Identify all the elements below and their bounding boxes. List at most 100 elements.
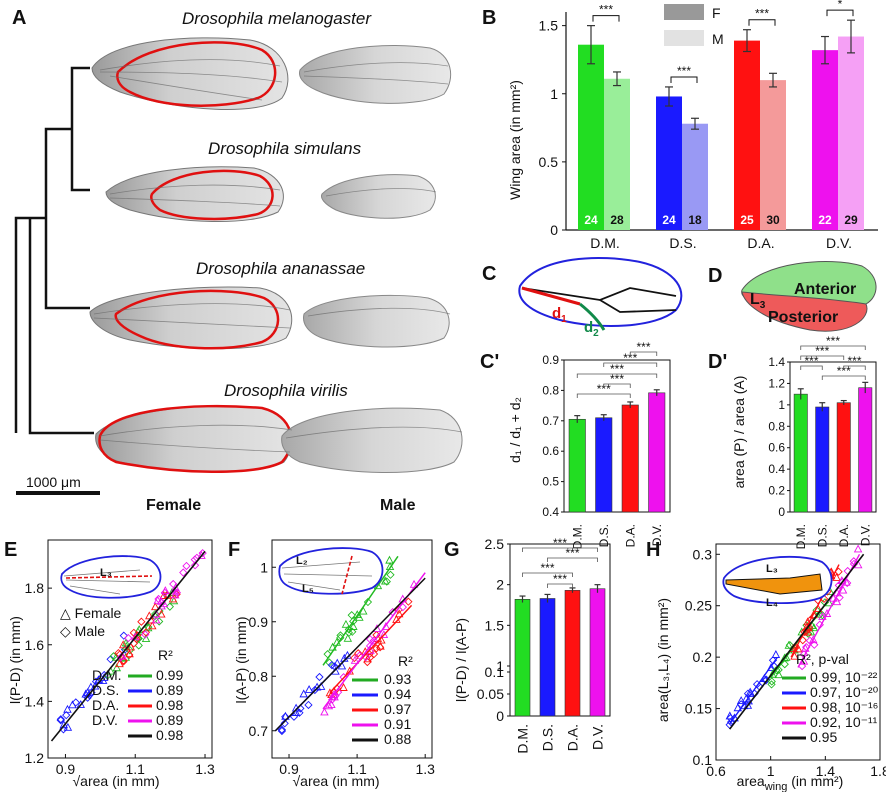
c-sig-bracket [603,362,658,367]
g-ytick-label: 0.05 [477,686,504,702]
d-sig-bracket [843,365,866,370]
f-point [327,700,336,709]
wing-female-ananassae [89,286,293,350]
b-n-label: 25 [740,213,754,227]
panel-a: A Drosophila melanogaster Drosophila sim… [12,7,463,514]
h-frame [715,543,881,761]
wing-male-simulans [321,174,436,219]
f-legend-r2-value: 0.88 [384,731,411,747]
panel-label-d-prime: D' [708,351,727,373]
inset-h-wing: L₃ L₄ [722,555,833,609]
f-point [315,672,324,682]
f-point [404,597,413,606]
b-category-label: D.A. [747,235,774,251]
f-point [363,597,373,607]
c-sig-label: *** [623,351,637,365]
g-category-label: D.S. [540,724,556,751]
b-category-label: D.V. [826,235,852,251]
e-point [141,628,151,637]
legend-swatch-f [664,4,704,20]
e-legend-series-name: D.V. [92,712,118,728]
f-legend-r2-value: 0.94 [384,686,411,702]
e-point [119,631,128,640]
b-n-label: 29 [844,213,858,227]
c-sig-bracket [576,393,631,398]
chart-pd-length: 1.2 1.4 1.6 1.8 0.9 1.1 1.3 D.M. 0.99 D.S. 0.89 D.A… [25,539,215,777]
chart-h-legend-title: R², p-val [796,651,849,667]
c-bar-0 [568,418,586,513]
g-ytick-label: 2.5 [485,536,505,552]
f-point [350,655,360,664]
g-sig-bracket [522,572,573,577]
chart-e-ylabel: l(P-D) (in mm) [7,616,23,704]
e-legend-r2-value: 0.99 [156,667,183,683]
d2-segment [579,302,606,331]
d-sig-label: *** [847,354,861,368]
e-point [171,590,180,599]
legend-label-m: M [712,31,724,47]
b-ytick-label: 1.5 [539,18,559,34]
inset-f-wing: L₂ L₅ [278,547,384,595]
h-point [771,650,781,658]
e-legend-series-name: D.A. [92,697,119,713]
chart-wing-area: 00.511.524 28D.M.***24 18D.S.***25 30D.A.**… [539,0,878,251]
h-point [790,651,799,660]
e-point [141,630,150,639]
chart-d1-ratio: 0.40.50.60.70.80.9D.M. D.S. D.A. D.V.******… [542,340,671,549]
f-fit-line [329,604,413,694]
h-point [794,644,803,653]
h-point [743,700,753,709]
wing-outline-virilis [98,404,293,473]
f-point [344,625,353,634]
h-xtick-label: 1.4 [816,763,836,779]
e-legend-r2-value: 0.98 [156,727,183,743]
e-point [124,633,133,643]
panel-g: G 00.050.111.522.5D.M. D.S. D.A. D.V.******… [444,536,611,754]
h-point [733,703,743,712]
wing-female-simulans [105,166,284,223]
h-point [809,610,818,619]
b-bar-m-2 [760,80,786,230]
e-point [172,588,181,597]
f-point [394,609,404,618]
e-point [179,568,188,577]
chart-f-ylabel: l(A-P) (in mm) [233,616,249,703]
c-frame [563,359,671,513]
h-xtick-label: 1 [767,763,775,779]
b-bar-m-0 [604,78,630,230]
b-sig-label: * [838,0,843,11]
e-point [62,711,71,720]
e-xtick-label: 1.1 [125,761,145,777]
label-female: Female [146,497,201,514]
f-fit-line [322,555,399,666]
b-sig-label: *** [677,64,691,78]
inset-h-l4-label: L₄ [766,597,778,609]
e-ytick-label: 1.6 [25,637,45,653]
h-point [804,629,813,638]
e-point [126,642,136,651]
e-point [151,602,160,611]
chart-e-r2-title: R² [158,647,173,663]
h-point [838,585,848,594]
f-ytick-label: 0.8 [249,668,269,684]
d-frame [789,361,877,513]
f-xtick-label: 1.3 [415,761,435,777]
legend-female-marker: △ Female [60,605,122,621]
g-ytick-label: 1.5 [485,617,505,633]
panel-f: F 0.70.80.910.9 1.1 1.30.930.940.970.910.8… [228,539,435,789]
h-point [853,544,863,553]
c-ytick-label: 0.5 [542,475,559,489]
inset-h-l3-label: L₃ [766,563,778,575]
h-point [767,677,776,686]
d1-segment [521,286,581,306]
f-xtick-label: 0.9 [279,761,299,777]
wing-female-virilis [95,404,293,473]
wing-outline-simulans [150,169,274,221]
f-point [382,577,391,586]
d-sig-label: *** [826,334,840,348]
f-point [339,683,348,691]
g-ytick-label: 0 [496,708,504,724]
e-xtick-label: 1.3 [195,761,215,777]
inset-f-l5-label: L₅ [302,583,314,595]
f-point [329,689,339,698]
